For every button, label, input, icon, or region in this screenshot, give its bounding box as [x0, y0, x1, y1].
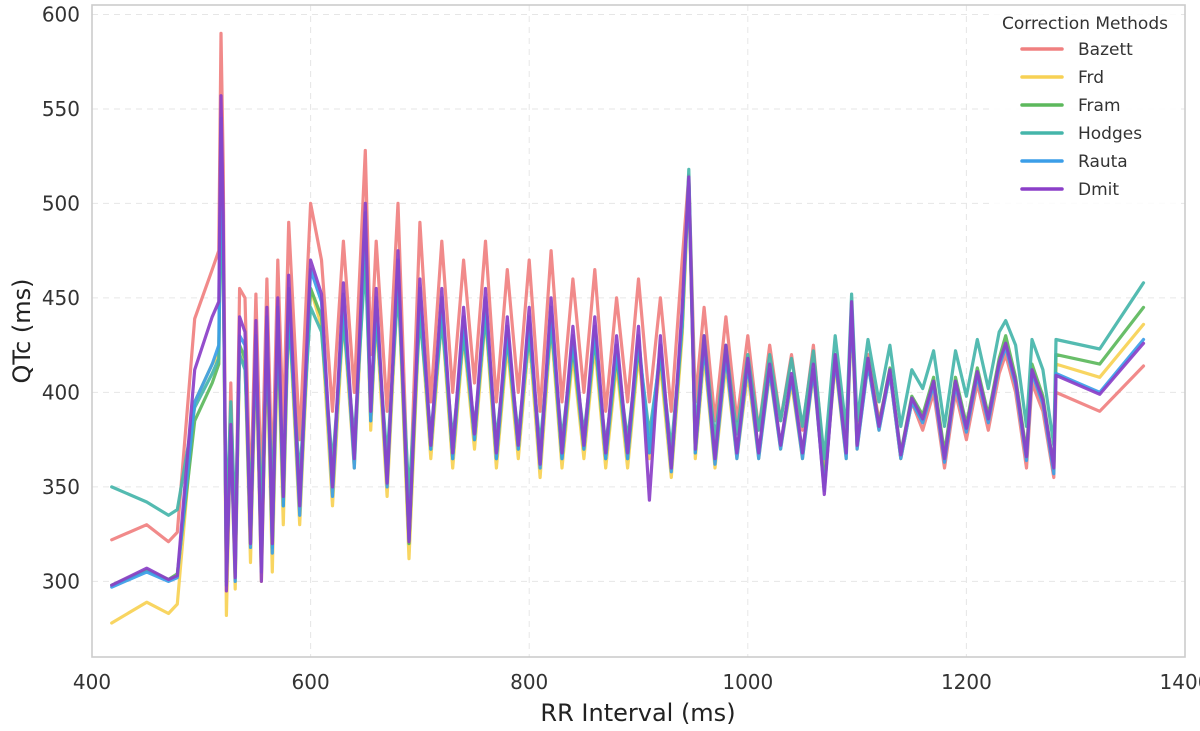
x-tick-label: 800: [510, 670, 548, 694]
legend-entry-label: Rauta: [1078, 152, 1128, 172]
y-tick-label: 550: [42, 97, 80, 121]
x-axis-ticks: 400 600 800 1000 1200 1400: [73, 670, 1200, 694]
y-tick-label: 450: [42, 286, 80, 310]
legend: Correction Methods Bazett Frd Fram Hodges Ra…: [990, 8, 1178, 216]
legend-items: Bazett Frd Fram Hodges Rauta Dmit: [1020, 40, 1142, 200]
series-lines: [110, 31, 1146, 625]
legend-entry-label: Hodges: [1078, 124, 1142, 144]
y-tick-label: 350: [42, 475, 80, 499]
plot-frame: [91, 4, 1186, 658]
series-line-dmit: [110, 94, 1146, 593]
x-tick-label: 1200: [941, 670, 992, 694]
y-tick-label: 300: [42, 569, 80, 593]
x-tick-label: 1400: [1160, 670, 1200, 694]
x-tick-label: 600: [292, 670, 330, 694]
x-tick-label: 400: [73, 670, 111, 694]
y-tick-label: 500: [42, 191, 80, 215]
x-tick-label: 1000: [722, 670, 773, 694]
y-tick-label: 400: [42, 380, 80, 404]
x-axis-label: RR Interval (ms): [540, 699, 735, 727]
legend-entry-label: Fram: [1078, 96, 1121, 116]
legend-title: Correction Methods: [1002, 14, 1168, 34]
y-axis-label: QTc (ms): [8, 279, 36, 384]
y-axis-ticks: 300 350 400 450 500 550 600: [42, 2, 80, 593]
y-tick-label: 600: [42, 2, 80, 26]
legend-entry-label: Dmit: [1078, 180, 1119, 200]
legend-entry-label: Frd: [1078, 68, 1104, 88]
legend-background: [990, 8, 1178, 216]
legend-entry-label: Bazett: [1078, 40, 1133, 60]
